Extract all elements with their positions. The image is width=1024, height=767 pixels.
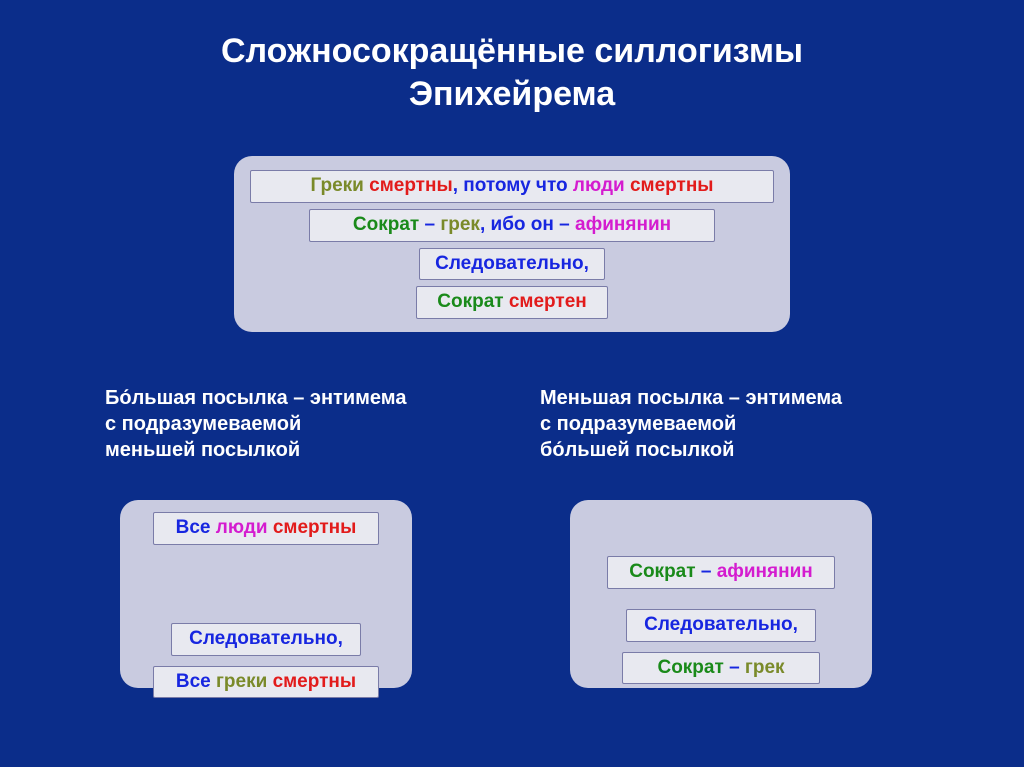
panel-epicheirema: Греки смертны, потому что люди смертны С… (234, 156, 790, 332)
text-segment: Следовательно, (644, 614, 798, 635)
text-segment: люди (216, 517, 273, 538)
caption-major-l2: с подразумеваемой (105, 413, 301, 435)
text-segment: афинянин (575, 214, 671, 235)
text-segment: Следовательно, (189, 628, 343, 649)
premise-minor-enthymeme: Сократ – грек, ибо он – афинянин (309, 209, 715, 242)
panel-major-expansion: Все люди смертны Следовательно, Все грек… (120, 500, 412, 688)
minor-premise: Сократ – афинянин (607, 556, 835, 589)
text-segment: , (453, 175, 464, 196)
caption-minor-l2: с подразумеваемой (540, 413, 736, 435)
text-segment: грек (440, 214, 480, 235)
therefore-top: Следовательно, (419, 248, 605, 281)
caption-major: Бо́льшая посылка – энтимема с подразумев… (105, 385, 465, 463)
text-segment: – (424, 214, 440, 235)
caption-major-l1: Бо́льшая посылка – энтимема (105, 387, 406, 409)
text-segment: грек (745, 657, 785, 678)
text-segment: Все (176, 671, 216, 692)
conclusion-left: Все греки смертны (153, 666, 379, 699)
text-segment: смертны (369, 175, 453, 196)
text-segment: потому что (463, 175, 573, 196)
caption-minor-l1: Меньшая посылка – энтимема (540, 387, 842, 409)
text-segment: Сократ (629, 561, 701, 582)
text-segment: Сократ (437, 291, 509, 312)
text-segment: , ибо он – (480, 214, 575, 235)
text-segment: люди (573, 175, 630, 196)
slide-title: Сложносокращённые силлогизмы Эпихейрема (0, 0, 1024, 115)
text-segment: греки (216, 671, 273, 692)
text-segment: Сократ (353, 214, 425, 235)
text-segment: – (701, 561, 717, 582)
conclusion-right: Сократ – грек (622, 652, 820, 685)
major-premise: Все люди смертны (153, 512, 379, 545)
text-segment: Греки (310, 175, 369, 196)
therefore-right: Следовательно, (626, 609, 816, 642)
text-segment: смертны (273, 671, 357, 692)
text-segment: Сократ (657, 657, 729, 678)
caption-minor: Меньшая посылка – энтимема с подразумева… (540, 385, 900, 463)
premise-major-enthymeme: Греки смертны, потому что люди смертны (250, 170, 774, 203)
text-segment: – (729, 657, 745, 678)
text-segment: афинянин (717, 561, 813, 582)
panel-minor-expansion: Сократ – афинянин Следовательно, Сократ … (570, 500, 872, 688)
text-segment: смертен (509, 291, 587, 312)
text-segment: Все (176, 517, 216, 538)
text-segment: смертны (630, 175, 714, 196)
text-segment: Следовательно, (435, 253, 589, 274)
caption-major-l3: меньшей посылкой (105, 439, 300, 461)
conclusion-top: Сократ смертен (416, 286, 608, 319)
text-segment: смертны (273, 517, 357, 538)
title-line1: Сложносокращённые силлогизмы (221, 32, 803, 70)
therefore-left: Следовательно, (171, 623, 361, 656)
title-line2: Эпихейрема (409, 75, 615, 113)
caption-minor-l3: бо́льшей посылкой (540, 439, 734, 461)
